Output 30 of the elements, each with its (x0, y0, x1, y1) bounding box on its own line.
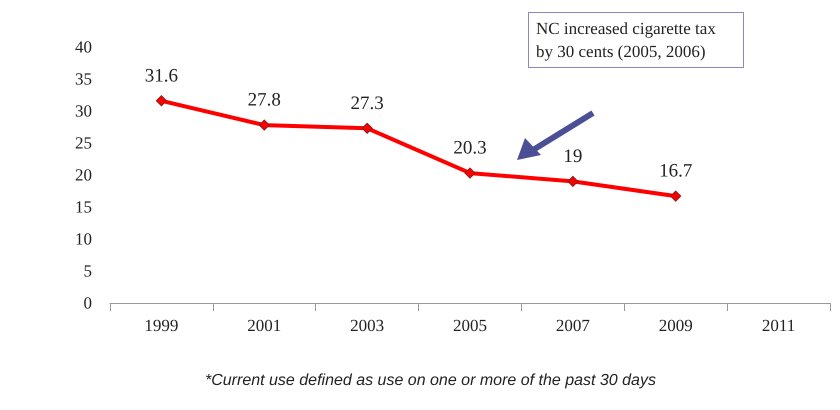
point (362, 122, 373, 134)
point (258, 120, 270, 131)
annotation: NC increased cigarette tax by 30 cents (2005, 2006) (528, 12, 744, 68)
data-label: 20.3 (453, 138, 487, 159)
data-label: 31.6 (144, 65, 178, 86)
y-tick-label: 25 (75, 134, 92, 152)
y-tick-label: 5 (84, 262, 92, 280)
y-tick-label: 20 (75, 166, 92, 184)
data-label: 19 (563, 146, 582, 167)
data-label: 27.8 (248, 90, 281, 111)
data-label: 27.3 (350, 92, 384, 114)
y-tick-label: 15 (75, 198, 92, 216)
data-label: 16.7 (659, 160, 692, 182)
point (670, 190, 682, 202)
y-tick-label: 35 (75, 70, 92, 88)
x-tick-label: 1999 (144, 316, 178, 335)
y-tick-label: 0 (84, 294, 92, 312)
x-tick-label: 2001 (247, 316, 282, 335)
x-tick-label: 2007 (556, 316, 590, 335)
point (156, 95, 167, 106)
y-tick-label: 40 (75, 38, 92, 56)
x-tick-label: 2003 (350, 316, 384, 335)
point (567, 176, 578, 187)
x-tick-label: 2011 (762, 316, 796, 335)
x-tick-label: 2005 (453, 316, 487, 335)
text: *Current use defined as use on one or more of the past 30 days (205, 372, 656, 390)
y-tick-label: 30 (75, 102, 92, 120)
point (464, 168, 476, 179)
x-tick-label: 2009 (658, 316, 693, 335)
y-tick-label: 10 (75, 230, 92, 248)
